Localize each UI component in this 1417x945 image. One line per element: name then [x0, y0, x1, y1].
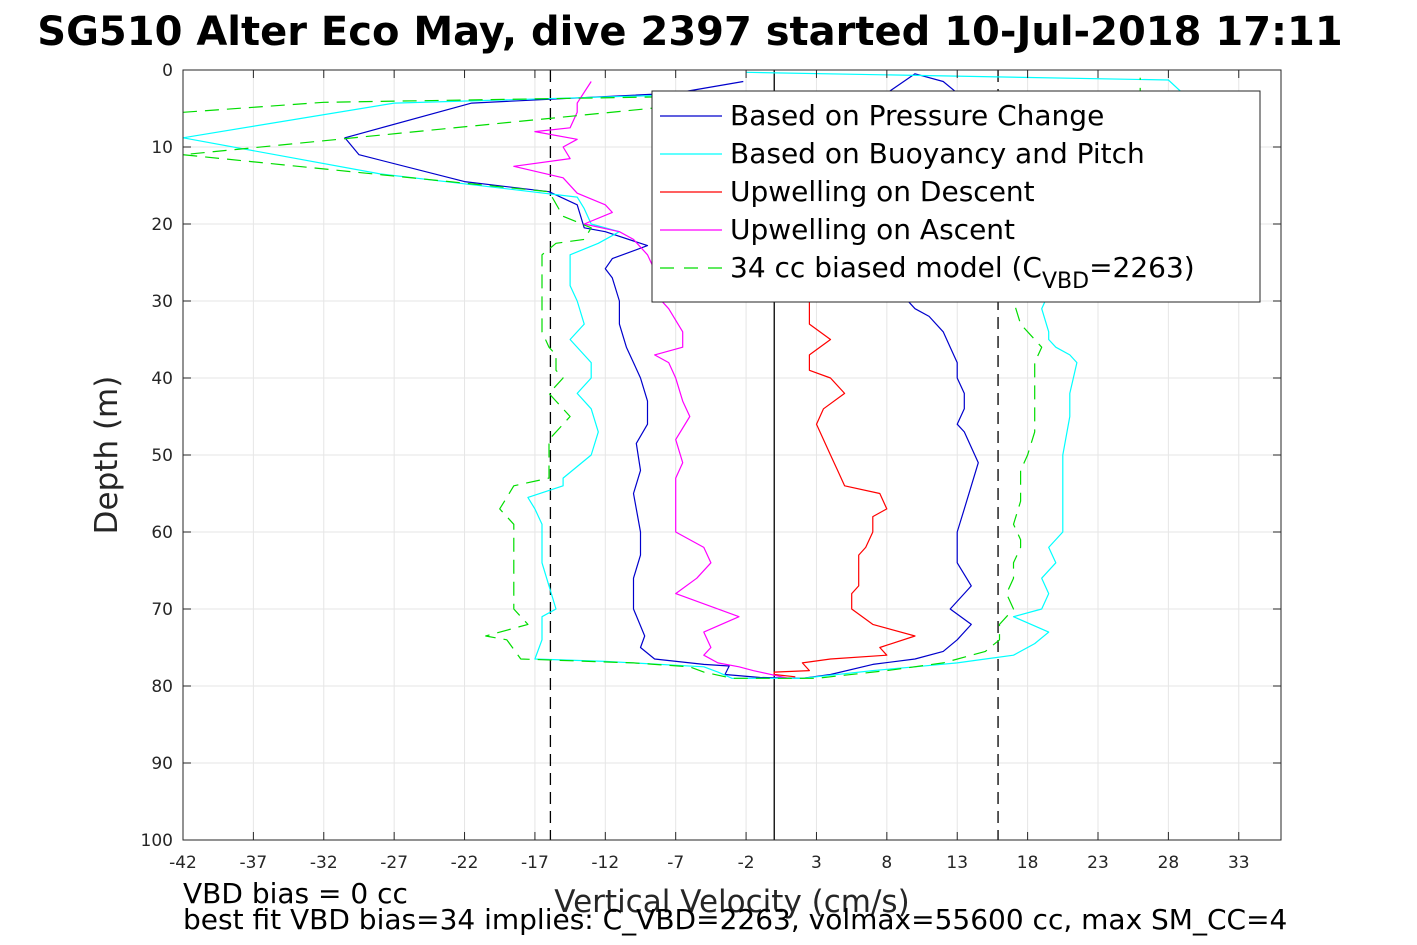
series-line-3 [773, 301, 916, 678]
x-tick-label: -17 [521, 853, 549, 873]
footer-line-1: VBD bias = 0 cc [183, 877, 408, 910]
x-tick-label: 18 [1017, 853, 1039, 873]
x-tick-label: 3 [811, 853, 822, 873]
legend-entry: Upwelling on Ascent [730, 213, 1015, 246]
y-tick-label: 70 [151, 600, 173, 620]
x-tick-label: -7 [667, 853, 684, 873]
x-tick-label: 23 [1087, 853, 1109, 873]
x-tick-label: -32 [310, 853, 338, 873]
series-line-5 [183, 77, 1170, 679]
x-tick-label: -37 [239, 853, 267, 873]
legend: Based on Pressure Change Based on Buoyanc… [651, 90, 1261, 303]
legend-entry: 34 cc biased model (CVBD=2263) [730, 251, 1195, 294]
y-tick-label: 30 [151, 292, 173, 312]
x-axis-label: Vertical Velocity (cm/s) [554, 884, 909, 920]
legend-box [651, 90, 1261, 303]
legend-entry: Upwelling on Descent [730, 175, 1035, 208]
y-tick-label: 10 [151, 138, 173, 158]
series-line-4 [513, 81, 789, 679]
chart-title: SG510 Alter Eco May, dive 2397 started 1… [37, 9, 1342, 55]
x-tick-label: -2 [738, 853, 755, 873]
x-tick-label: -27 [380, 853, 408, 873]
y-tick-label: 100 [141, 831, 173, 851]
y-tick-label: 0 [162, 61, 173, 81]
x-tick-label: -42 [169, 853, 197, 873]
x-tick-label: -12 [591, 853, 619, 873]
footer-line-2: best fit VBD bias=34 implies: C_VBD=2263… [183, 903, 1288, 936]
legend-entry: Based on Buoyancy and Pitch [730, 137, 1145, 170]
y-tick-label: 60 [151, 523, 173, 543]
legend-entry: Based on Pressure Change [730, 99, 1104, 132]
x-axis-ticks: -42 -37 -32 -27 -22 -17 -12 -7 -2 3 8 13 18 23 28 33 [169, 70, 1250, 873]
x-tick-label: -22 [451, 853, 479, 873]
y-axis-ticks: 0 10 20 30 40 50 60 70 80 90 100 [141, 61, 1281, 851]
x-tick-label: 28 [1158, 853, 1180, 873]
y-tick-label: 90 [151, 754, 173, 774]
x-tick-label: 33 [1228, 853, 1250, 873]
y-tick-label: 20 [151, 215, 173, 235]
y-axis-label: Depth (m) [89, 376, 125, 535]
y-tick-label: 40 [151, 369, 173, 389]
y-tick-label: 50 [151, 446, 173, 466]
x-tick-label: 13 [946, 853, 968, 873]
x-tick-label: 8 [881, 853, 892, 873]
y-tick-label: 80 [151, 677, 173, 697]
